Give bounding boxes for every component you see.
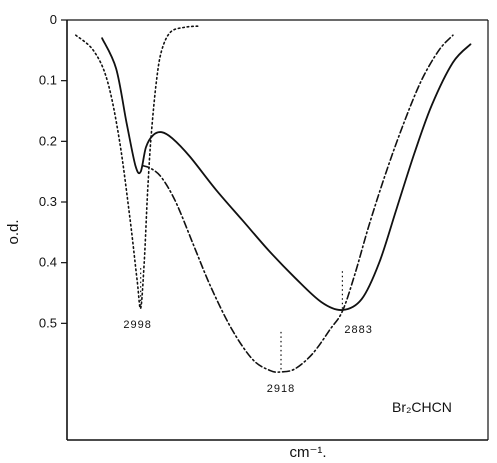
series-solid-line [101, 37, 472, 311]
series-dotted-line [75, 25, 200, 310]
axes [66, 19, 489, 441]
y-axis-label: o.d. [5, 219, 22, 244]
peak-label: 2918 [267, 383, 295, 395]
y-tick-label: 0.1 [39, 73, 57, 88]
y-tick-label: 0.4 [39, 255, 57, 270]
y-tick-label: 0.5 [39, 315, 57, 330]
compound-annotation: Br₂CHCN [392, 399, 452, 415]
x-axis-label: cm⁻¹. [289, 444, 326, 461]
peak-label: 2883 [344, 324, 372, 336]
series-layer [75, 25, 472, 373]
y-tick-label: 0.3 [39, 194, 57, 209]
y-tick-label: 0 [50, 12, 57, 27]
peak-label: 2998 [123, 319, 151, 331]
peak-markers: 2998 2918 2883 [123, 268, 372, 395]
y-axis-ticks: 0 0.1 0.2 0.3 0.4 0.5 [39, 12, 67, 330]
series-dash-dot-line [141, 34, 454, 373]
y-tick-label: 0.2 [39, 133, 57, 148]
